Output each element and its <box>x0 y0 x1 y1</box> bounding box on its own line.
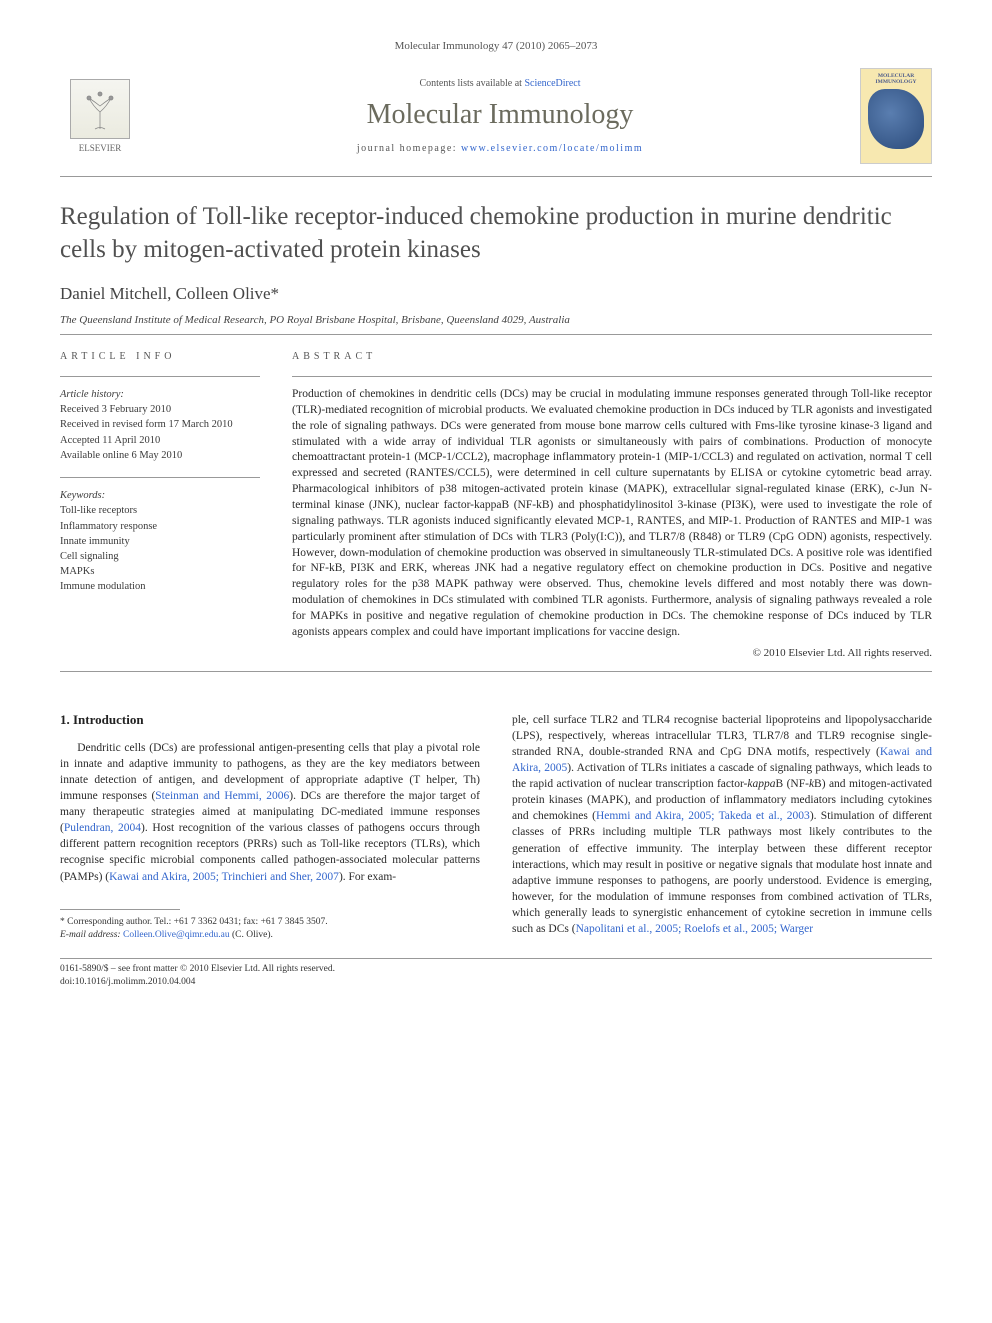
history-line: Accepted 11 April 2010 <box>60 433 260 448</box>
header-row: ELSEVIER Contents lists available at Sci… <box>60 68 932 164</box>
homepage-prefix: journal homepage: <box>357 143 461 154</box>
cover-art-icon <box>868 89 924 149</box>
history-line: Available online 6 May 2010 <box>60 448 260 463</box>
affiliation: The Queensland Institute of Medical Rese… <box>60 314 932 326</box>
footnote-line: * Corresponding author. Tel.: +61 7 3362… <box>60 916 480 929</box>
article-info-column: article info Article history: Received 3… <box>60 351 260 659</box>
abstract-text: Production of chemokines in dendritic ce… <box>292 387 932 641</box>
body-column-left: 1. Introduction Dendritic cells (DCs) ar… <box>60 712 480 942</box>
divider <box>60 671 932 672</box>
publisher-name: ELSEVIER <box>79 143 122 153</box>
body-column-right: ple, cell surface TLR2 and TLR4 recognis… <box>512 712 932 942</box>
keyword: Toll-like receptors <box>60 503 260 518</box>
footer-line: 0161-5890/$ – see front matter © 2010 El… <box>60 963 932 976</box>
keyword: Innate immunity <box>60 534 260 549</box>
elsevier-tree-icon <box>70 79 130 139</box>
keyword: Immune modulation <box>60 579 260 594</box>
body-paragraph: ple, cell surface TLR2 and TLR4 recognis… <box>512 712 932 937</box>
body-columns: 1. Introduction Dendritic cells (DCs) ar… <box>60 712 932 942</box>
history-line: Received in revised form 17 March 2010 <box>60 417 260 432</box>
footer-text: 0161-5890/$ – see front matter © 2010 El… <box>60 963 932 990</box>
authors: Daniel Mitchell, Colleen Olive* <box>60 284 932 304</box>
journal-reference: Molecular Immunology 47 (2010) 2065–2073 <box>60 40 932 52</box>
body-paragraph: Dendritic cells (DCs) are professional a… <box>60 740 480 885</box>
divider <box>292 376 932 377</box>
divider <box>60 334 932 335</box>
cover-title: MOLECULAR IMMUNOLOGY <box>865 73 927 85</box>
publisher-logo: ELSEVIER <box>60 71 140 161</box>
keyword: Inflammatory response <box>60 519 260 534</box>
keyword: MAPKs <box>60 564 260 579</box>
homepage-line: journal homepage: www.elsevier.com/locat… <box>160 143 840 154</box>
section-heading: 1. Introduction <box>60 712 480 728</box>
article-title: Regulation of Toll-like receptor-induced… <box>60 201 932 266</box>
divider <box>60 477 260 478</box>
footnote-email-line: E-mail address: Colleen.Olive@qimr.edu.a… <box>60 929 480 942</box>
article-history-block: Article history: Received 3 February 201… <box>60 387 260 463</box>
abstract-label: abstract <box>292 351 932 362</box>
homepage-link[interactable]: www.elsevier.com/locate/molimm <box>461 143 643 154</box>
journal-cover-thumbnail: MOLECULAR IMMUNOLOGY <box>860 68 932 164</box>
abstract-copyright: © 2010 Elsevier Ltd. All rights reserved… <box>292 647 932 659</box>
info-abstract-row: article info Article history: Received 3… <box>60 351 932 659</box>
email-link[interactable]: Colleen.Olive@qimr.edu.au <box>123 930 230 940</box>
email-label: E-mail address: <box>60 930 123 940</box>
footnote-separator <box>60 909 180 910</box>
footer-line: doi:10.1016/j.molimm.2010.04.004 <box>60 976 932 989</box>
history-line: Received 3 February 2010 <box>60 402 260 417</box>
contents-line: Contents lists available at ScienceDirec… <box>160 78 840 89</box>
sciencedirect-link[interactable]: ScienceDirect <box>524 78 580 89</box>
abstract-column: abstract Production of chemokines in den… <box>292 351 932 659</box>
keywords-label: Keywords: <box>60 488 260 503</box>
keyword: Cell signaling <box>60 549 260 564</box>
corresponding-author-footnote: * Corresponding author. Tel.: +61 7 3362… <box>60 916 480 943</box>
journal-name: Molecular Immunology <box>160 99 840 131</box>
history-label: Article history: <box>60 387 260 402</box>
info-label: article info <box>60 351 260 362</box>
journal-header: Molecular Immunology 47 (2010) 2065–2073… <box>60 40 932 177</box>
email-suffix: (C. Olive). <box>230 930 273 940</box>
divider <box>60 376 260 377</box>
journal-center-block: Contents lists available at ScienceDirec… <box>160 78 840 154</box>
contents-prefix: Contents lists available at <box>419 78 524 89</box>
footer-separator <box>60 958 932 959</box>
keywords-block: Keywords: Toll-like receptors Inflammato… <box>60 488 260 595</box>
